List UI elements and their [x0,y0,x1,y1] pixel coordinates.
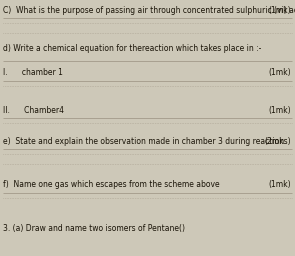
Text: e)  State and explain the observation made in chamber 3 during reaction: e) State and explain the observation mad… [3,137,284,146]
Text: C)  What is the purpose of passing air through concentrated sulphuric (vi) acid.: C) What is the purpose of passing air th… [3,6,295,15]
Text: 3. (a) Draw and name two isomers of Pentane(): 3. (a) Draw and name two isomers of Pent… [3,224,185,233]
Text: (2mks): (2mks) [264,137,291,146]
Text: I.      chamber 1: I. chamber 1 [3,68,63,77]
Text: II.      Chamber4: II. Chamber4 [3,105,64,115]
Text: (1mk): (1mk) [268,6,291,15]
Text: d) Write a chemical equation for thereaction which takes place in :-: d) Write a chemical equation for thereac… [3,44,261,53]
Text: (1mk): (1mk) [268,68,291,77]
Text: (1mk): (1mk) [268,105,291,115]
Text: (1mk): (1mk) [268,180,291,189]
Text: f)  Name one gas which escapes from the scheme above: f) Name one gas which escapes from the s… [3,180,219,189]
